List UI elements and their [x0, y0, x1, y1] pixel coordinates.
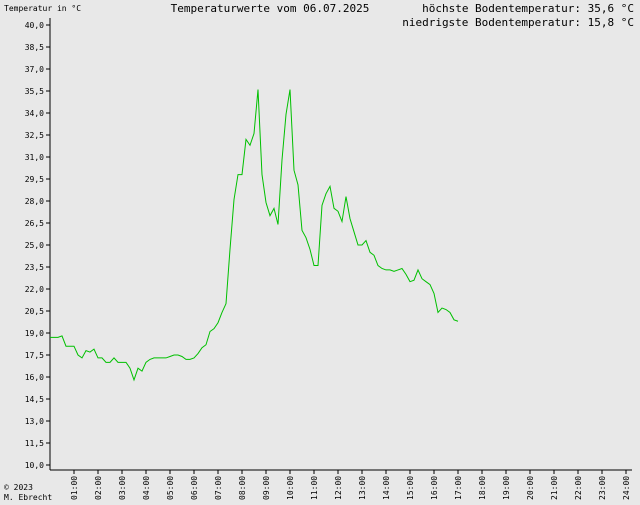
- y-tick-label: 17,5: [25, 351, 44, 360]
- x-tick-label: 21:00: [550, 476, 559, 500]
- x-tick-label: 14:00: [382, 476, 391, 500]
- y-tick-label: 26,5: [25, 219, 44, 228]
- y-tick-label: 14,5: [25, 395, 44, 404]
- x-tick-label: 11:00: [310, 476, 319, 500]
- x-tick-label: 17:00: [454, 476, 463, 500]
- footer: M. Ebrecht: [4, 493, 52, 502]
- x-tick-label: 18:00: [478, 476, 487, 500]
- y-tick-label: 35,5: [25, 87, 44, 96]
- x-tick-label: 22:00: [574, 476, 583, 500]
- annotation: niedrigste Bodentemperatur: 15,8 °C: [402, 16, 634, 29]
- x-tick-label: 08:00: [238, 476, 247, 500]
- y-tick-label: 28,0: [25, 197, 44, 206]
- x-tick-label: 19:00: [502, 476, 511, 500]
- y-tick-label: 16,0: [25, 373, 44, 382]
- x-tick-label: 23:00: [598, 476, 607, 500]
- x-tick-label: 16:00: [430, 476, 439, 500]
- x-tick-label: 07:00: [214, 476, 223, 500]
- y-tick-label: 37,0: [25, 65, 44, 74]
- y-tick-label: 20,5: [25, 307, 44, 316]
- x-tick-label: 09:00: [262, 476, 271, 500]
- y-tick-label: 22,0: [25, 285, 44, 294]
- x-tick-label: 02:00: [94, 476, 103, 500]
- x-tick-label: 01:00: [70, 476, 79, 500]
- x-tick-label: 15:00: [406, 476, 415, 500]
- y-tick-label: 34,0: [25, 109, 44, 118]
- y-tick-label: 40,0: [25, 21, 44, 30]
- x-tick-label: 04:00: [142, 476, 151, 500]
- x-tick-label: 13:00: [358, 476, 367, 500]
- y-tick-label: 19,0: [25, 329, 44, 338]
- y-tick-label: 31,0: [25, 153, 44, 162]
- x-tick-label: 12:00: [334, 476, 343, 500]
- x-tick-label: 24:00: [622, 476, 631, 500]
- y-tick-label: 38,5: [25, 43, 44, 52]
- footer: © 2023: [4, 483, 33, 492]
- x-tick-label: 10:00: [286, 476, 295, 500]
- x-tick-label: 20:00: [526, 476, 535, 500]
- x-tick-label: 05:00: [166, 476, 175, 500]
- y-tick-label: 32,5: [25, 131, 44, 140]
- chart-title: Temperaturwerte vom 06.07.2025: [171, 2, 370, 15]
- y-tick-label: 11,5: [25, 439, 44, 448]
- x-tick-label: 06:00: [190, 476, 199, 500]
- x-tick-label: 03:00: [118, 476, 127, 500]
- y-tick-label: 25,0: [25, 241, 44, 250]
- y-tick-label: 10,0: [25, 461, 44, 470]
- annotation: höchste Bodentemperatur: 35,6 °C: [422, 2, 634, 15]
- y-axis-label: Temperatur in °C: [4, 4, 81, 13]
- data-line: [50, 89, 459, 382]
- y-tick-label: 29,5: [25, 175, 44, 184]
- y-tick-label: 13,0: [25, 417, 44, 426]
- y-tick-label: 23,5: [25, 263, 44, 272]
